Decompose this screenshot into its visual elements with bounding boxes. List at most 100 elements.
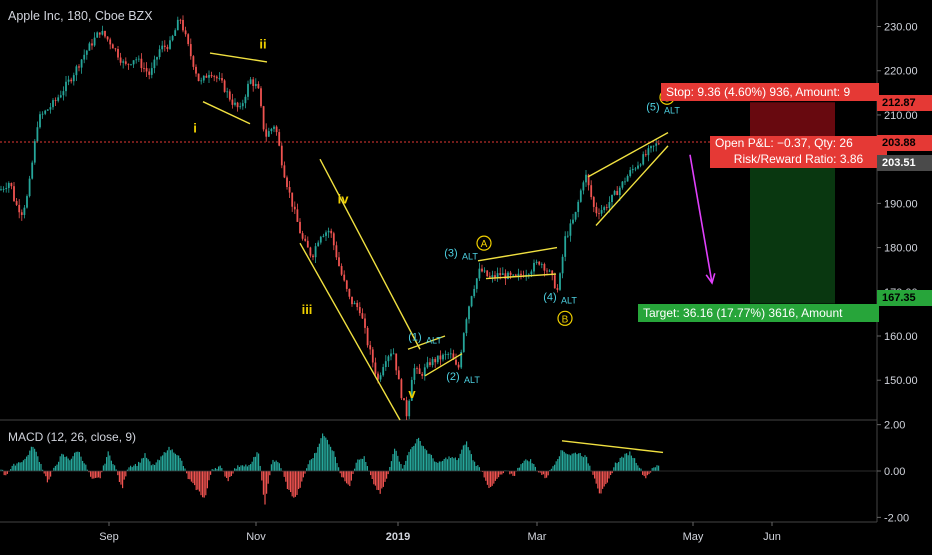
macd-bar [379, 471, 381, 494]
macd-bar [226, 471, 228, 478]
macd-bar [243, 466, 245, 471]
macd-bar [230, 471, 232, 477]
candle-body [241, 103, 244, 107]
macd-bar [630, 455, 632, 471]
macd-bar [123, 471, 125, 480]
candle-body [41, 113, 44, 115]
candle-body [595, 206, 598, 214]
macd-bar [341, 471, 343, 478]
candle-body [470, 296, 473, 307]
macd-bar [445, 457, 447, 471]
macd-bar [96, 471, 98, 478]
candle-body [7, 183, 10, 188]
candle-body [429, 362, 431, 366]
candle-body [431, 359, 434, 366]
macd-bar [547, 471, 549, 476]
macd-bar [461, 449, 463, 471]
candle-body [457, 364, 460, 368]
x-tick-label: Nov [246, 531, 266, 543]
stop-label: Stop: 9.36 (4.60%) 936, Amount: 9 [661, 83, 879, 101]
macd-bar [651, 468, 653, 471]
candle-body [579, 190, 582, 202]
macd-bar [170, 450, 172, 471]
macd-bar [5, 471, 7, 476]
macd-bar [162, 455, 164, 471]
candle-body [384, 361, 387, 368]
macd-bar [182, 466, 184, 471]
macd-bar [514, 471, 516, 476]
macd-bar [467, 447, 469, 471]
macd-bar [394, 448, 396, 471]
macd-bar [350, 471, 352, 481]
macd-bar [352, 471, 354, 474]
candle-body [210, 75, 213, 77]
macd-bar [219, 465, 221, 471]
macd-bar [512, 471, 514, 476]
candle-body [611, 194, 613, 203]
candle-body [145, 68, 148, 72]
macd-bar [40, 463, 42, 471]
macd-bar [450, 458, 452, 471]
macd-bar [462, 445, 464, 471]
macd-bar [387, 471, 389, 475]
macd-bar [80, 456, 82, 471]
macd-bar [86, 469, 88, 471]
macd-bar [416, 438, 418, 471]
candle-body [629, 170, 632, 177]
candle-body [556, 288, 559, 290]
macd-histogram [0, 433, 660, 505]
macd-bar [398, 461, 400, 471]
macd-bar [6, 471, 8, 474]
candle-body [624, 181, 626, 183]
candle-body [343, 274, 346, 281]
candle-body [36, 127, 39, 142]
candle-body [215, 76, 218, 79]
macd-bar [587, 463, 589, 471]
candle-body [122, 61, 125, 63]
macd-bar [493, 471, 495, 484]
macd-bar [227, 471, 229, 482]
candle-body [605, 207, 608, 208]
macd-bar [22, 460, 24, 471]
macd-bar [397, 455, 399, 471]
candle-body [202, 75, 205, 81]
macd-bar [478, 467, 480, 471]
macd-bar [627, 455, 629, 471]
macd-bar [384, 471, 386, 482]
candle-body [403, 398, 405, 401]
candle-body [530, 271, 533, 275]
current-price-tag: 203.88 [877, 135, 932, 151]
macd-bar [573, 453, 575, 471]
macd-bar [418, 437, 420, 471]
candle-body [377, 373, 379, 380]
candle-body [33, 141, 36, 163]
macd-bar [565, 453, 567, 471]
candle-body [169, 40, 171, 49]
candle-body [117, 49, 119, 58]
candle-body [88, 43, 91, 51]
candle-body [585, 174, 587, 183]
macd-bar [434, 461, 436, 471]
candle-body [543, 264, 546, 271]
macd-bar [518, 467, 520, 471]
macd-bar [325, 437, 327, 471]
macd-bar [317, 446, 319, 471]
candle-body [13, 186, 15, 202]
macd-bar [50, 471, 52, 477]
candle-body [426, 362, 429, 368]
macd-bar [648, 471, 650, 475]
candle-body [130, 64, 132, 66]
candle-body [507, 272, 509, 279]
macd-bar [318, 443, 320, 471]
macd-bar [574, 452, 576, 471]
candle-body [158, 49, 161, 58]
macd-bar [413, 445, 415, 471]
trendline [319, 158, 421, 350]
candle-body [616, 190, 619, 196]
macd-bar [446, 459, 448, 471]
macd-bar [342, 471, 344, 478]
candle-body [473, 288, 476, 297]
macd-bar [141, 458, 143, 471]
macd-bar [59, 456, 61, 471]
